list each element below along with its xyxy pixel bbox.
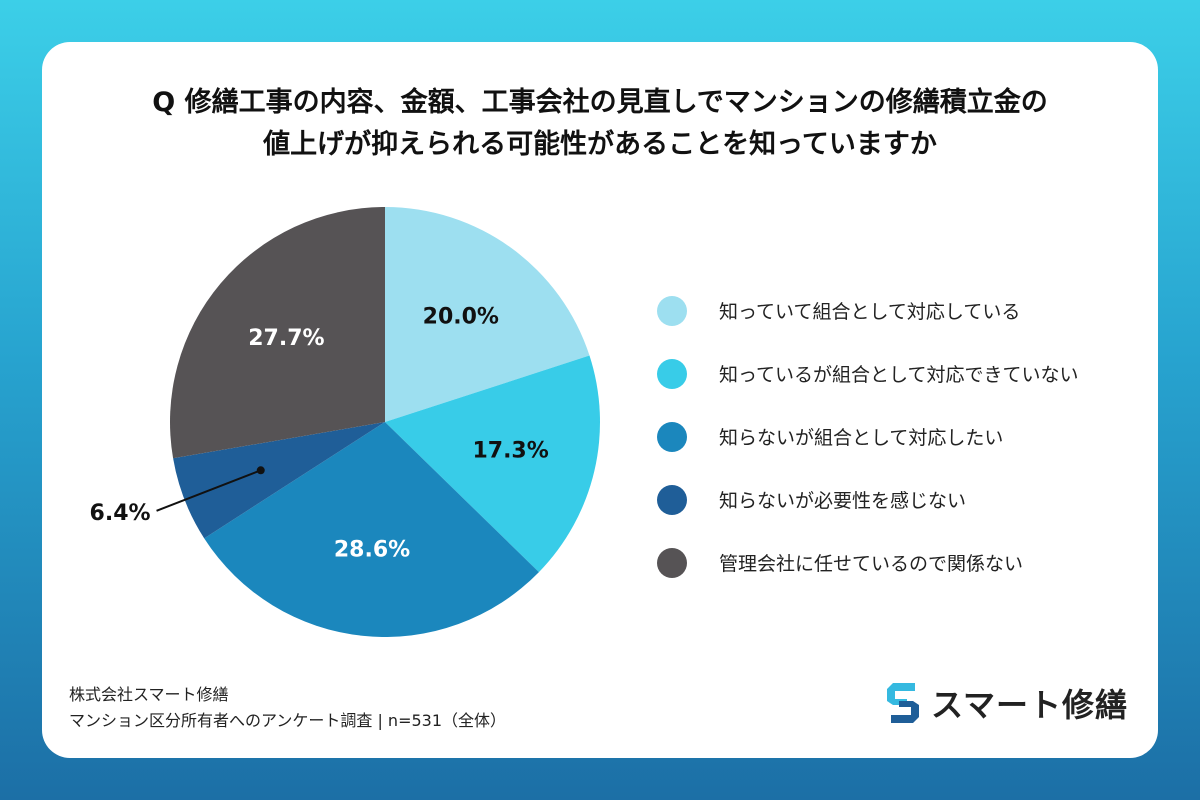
callout-line [156,469,262,512]
pie-slice-label-5: 27.7% [248,326,324,351]
legend-label: 知っていて組合として対応している [719,301,1021,323]
legend-swatch [657,358,687,389]
logo-s-icon [887,683,919,723]
legend-label: 知っているが組合として対応できていない [719,364,1079,386]
source-company: 株式会社スマート修繕 [69,685,229,704]
legend-item-1: 知っていて組合として対応している [657,279,1078,342]
legend-swatch [657,421,687,452]
pie-slice-label-1: 20.0% [423,305,499,330]
pie-slice-2 [385,355,600,573]
legend-swatch [657,295,687,326]
legend-item-2: 知っているが組合として対応できていない [657,342,1078,405]
chart-title-line-2: 値上げが抑えられる可能性があることを知っていますか [263,129,937,160]
pie-slice-5 [170,207,385,459]
pie-slice-label-2: 17.3% [472,438,548,463]
chart-title-line-1: Q 修繕工事の内容、金額、工事会社の見直しでマンションの修繕積立金の [152,87,1048,118]
legend-swatch [657,484,687,515]
pie-chart: 20.0% 17.3% 28.6% 6.4% 27.7% [90,207,600,637]
source-survey: マンション区分所有者へのアンケート調査 | n=531（全体） [69,711,507,730]
legend-swatch [657,547,687,578]
legend-item-5: 管理会社に任せているので関係ない [657,531,1078,594]
chart-title: Q 修繕工事の内容、金額、工事会社の見直しでマンションの修繕積立金の 値上げが抑… [42,82,1158,166]
legend-label: 知らないが組合として対応したい [719,427,1004,449]
chart-legend: 知っていて組合として対応している知っているが組合として対応できていない 知らないが… [657,279,1078,594]
pie-slice-3 [204,422,539,637]
pie-slice-label-4: 6.4% [90,501,151,526]
brand-logo: スマート修繕 [885,679,1128,727]
legend-item-4: 知らないが必要性を感じない [657,468,1078,531]
legend-label: 管理会社に任せているので関係ない [719,553,1024,575]
pie-slice-1 [385,207,590,422]
pie-slice-4 [173,422,385,539]
chart-card: Q 修繕工事の内容、金額、工事会社の見直しでマンションの修繕積立金の 値上げが抑… [42,42,1158,758]
legend-label: 知らないが必要性を感じない [719,490,967,512]
logo-text: スマート修繕 [931,686,1129,724]
legend-item-3: 知らないが組合として対応したい [657,405,1078,468]
source-note: 株式会社スマート修繕 マンション区分所有者へのアンケート調査 | n=531（全… [69,682,506,734]
pie-slice-label-3: 28.6% [334,537,410,562]
